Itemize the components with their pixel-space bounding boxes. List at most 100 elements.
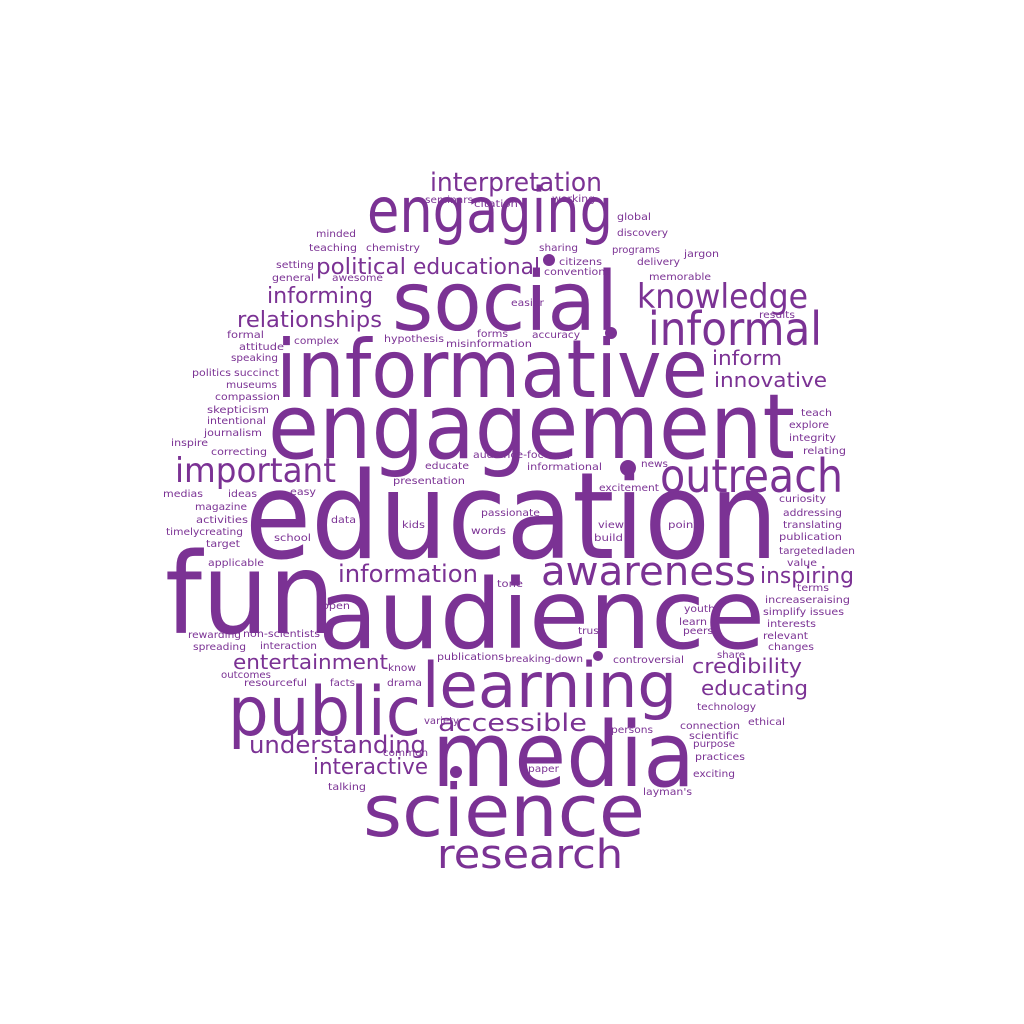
word-news: news bbox=[641, 459, 668, 470]
word-interaction: interaction bbox=[260, 641, 317, 652]
word-translating: translating bbox=[783, 520, 842, 531]
word-social: social bbox=[392, 255, 618, 350]
word-laden: laden bbox=[825, 546, 855, 557]
word-data: data bbox=[331, 515, 356, 526]
word-educating: educating bbox=[701, 676, 808, 700]
word-intentional: intentional bbox=[207, 416, 266, 427]
word-discovery: discovery bbox=[617, 228, 668, 239]
word-purpose: purpose bbox=[693, 739, 735, 750]
word-succinct: succinct bbox=[234, 368, 279, 379]
word-informative: informative bbox=[276, 323, 708, 416]
word-science: science bbox=[363, 769, 645, 853]
word-educational: educational bbox=[413, 255, 540, 280]
word-terms: terms bbox=[797, 583, 829, 594]
word-minded: minded bbox=[316, 229, 356, 240]
word-understanding: understanding bbox=[249, 731, 426, 759]
word-spreading: spreading bbox=[193, 642, 246, 653]
word-build: build bbox=[594, 533, 623, 544]
word-setting: setting bbox=[276, 260, 314, 271]
word-audience-focused: audience-focused bbox=[473, 450, 570, 461]
word-chemistry: chemistry bbox=[366, 243, 420, 254]
word-museums: museums bbox=[226, 380, 277, 391]
word-simplify-issues: simplify issues bbox=[763, 607, 844, 618]
word-conventions: conventions bbox=[544, 267, 611, 278]
word-media: media bbox=[432, 703, 695, 808]
word-compassion: compassion bbox=[215, 392, 280, 403]
word-awesome: awesome bbox=[332, 273, 383, 284]
word-complex: complex bbox=[294, 336, 339, 347]
word-information: information bbox=[338, 560, 478, 588]
word-variety: variety bbox=[424, 716, 459, 727]
word-accessible: accessible bbox=[438, 709, 587, 737]
word-accuracy: accuracy bbox=[532, 330, 580, 341]
word-innovative: innovative bbox=[714, 368, 827, 392]
word-peers: peers bbox=[683, 626, 713, 637]
word-informal: informal bbox=[648, 302, 822, 356]
word-cloud-dots bbox=[450, 254, 636, 778]
word-interpretation: interpretation bbox=[430, 168, 602, 198]
dot-3 bbox=[450, 766, 462, 778]
word-know: know bbox=[388, 663, 416, 674]
word-kids: kids bbox=[402, 520, 425, 531]
word-educate: educate bbox=[425, 461, 469, 472]
word-excitement: excitement bbox=[599, 483, 659, 494]
word-inform: inform bbox=[712, 346, 782, 370]
word-non-scientists: non-scientists bbox=[243, 629, 320, 640]
word-practices: practices bbox=[695, 752, 745, 763]
word-technology: technology bbox=[697, 702, 756, 713]
word-point: point bbox=[668, 520, 698, 531]
word-easier: easier bbox=[511, 298, 545, 309]
word-integrity: integrity bbox=[789, 433, 836, 444]
word-citation: citation bbox=[474, 199, 518, 210]
word-rewarding: rewarding bbox=[188, 630, 241, 641]
word-school: school bbox=[274, 533, 311, 544]
word-applicable: applicable bbox=[208, 558, 264, 569]
word-inspiring: inspiring bbox=[760, 564, 854, 589]
word-speaking: speaking bbox=[231, 353, 278, 364]
word-politics: politics bbox=[192, 368, 231, 379]
word-learn: learn bbox=[679, 617, 707, 628]
word-political: political bbox=[316, 255, 406, 280]
word-correcting: correcting bbox=[211, 447, 267, 458]
word-audience: audience bbox=[318, 559, 765, 671]
word-working: working bbox=[552, 194, 595, 205]
word-relationships: relationships bbox=[237, 308, 382, 333]
word-relevant: relevant bbox=[763, 631, 808, 642]
word-forms: forms bbox=[477, 329, 508, 340]
word-ethical: ethical bbox=[748, 717, 785, 728]
word-target: target bbox=[206, 539, 240, 550]
word-share: share bbox=[717, 650, 745, 661]
word-learning: learning bbox=[422, 649, 677, 722]
word-changes: changes bbox=[768, 642, 814, 653]
word-programs: programs bbox=[612, 245, 660, 256]
word-jargon: jargon bbox=[683, 249, 719, 260]
word-attitude: attitude bbox=[239, 342, 284, 353]
word-targeted: targeted bbox=[779, 546, 824, 557]
word-words: words bbox=[471, 526, 506, 537]
word-outcomes: outcomes bbox=[221, 670, 271, 681]
dot-1 bbox=[543, 254, 555, 266]
word-timelycreating: timelycreating bbox=[166, 527, 243, 538]
word-view: view bbox=[598, 520, 624, 531]
word-easy: easy bbox=[290, 487, 316, 498]
word-controversial: controversial bbox=[613, 655, 684, 666]
word-informing: informing bbox=[267, 284, 373, 309]
word-journalism: journalism bbox=[203, 428, 262, 439]
word-informational: informational bbox=[527, 462, 602, 473]
word-seminars: seminars bbox=[425, 195, 473, 206]
word-relating: relating bbox=[803, 446, 846, 457]
word-fun: fun bbox=[165, 530, 335, 660]
word-skepticism: skepticism bbox=[207, 405, 269, 416]
word-engaging: engaging bbox=[367, 174, 613, 247]
word-laymans: layman's bbox=[643, 787, 692, 798]
word-education: education bbox=[245, 448, 778, 587]
word-inspire: inspire bbox=[171, 438, 208, 449]
word-medias: medias bbox=[163, 489, 203, 500]
word-exciting: exciting bbox=[693, 769, 735, 780]
dot-5 bbox=[605, 327, 617, 339]
word-tone: tone bbox=[497, 579, 523, 590]
word-important: important bbox=[175, 451, 336, 491]
word-resourceful: resourceful bbox=[244, 678, 307, 689]
